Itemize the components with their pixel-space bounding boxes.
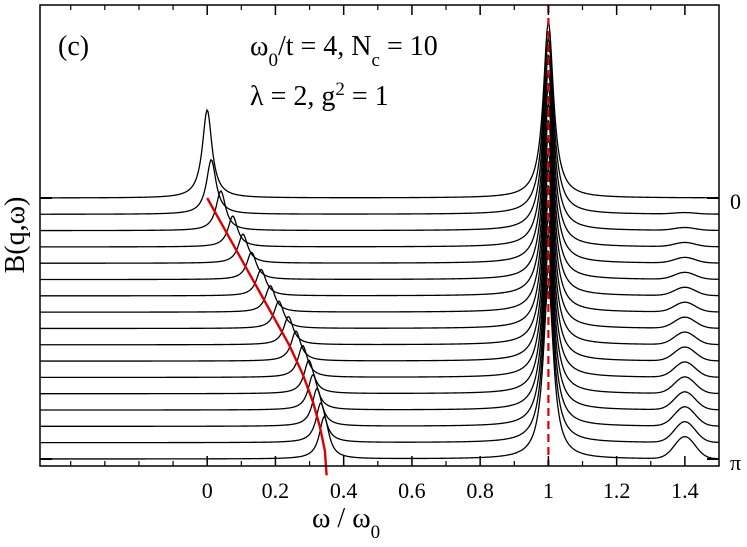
spectrum-curve bbox=[40, 200, 720, 379]
spectrum-curve bbox=[40, 266, 720, 444]
spectrum-curve bbox=[40, 233, 720, 411]
spectrum-curve bbox=[40, 86, 720, 264]
x-tick-label: 1.4 bbox=[671, 478, 699, 503]
spectrum-curve bbox=[40, 282, 720, 460]
spectrum-curve bbox=[39, 135, 720, 313]
panel-label: (c) bbox=[58, 31, 89, 62]
right-label-bottom: π bbox=[730, 450, 741, 475]
x-tick-label: 0 bbox=[202, 478, 213, 503]
spectrum-curve bbox=[40, 70, 720, 248]
x-tick-label: 0.8 bbox=[466, 478, 494, 503]
x-tick-label: 1 bbox=[543, 478, 554, 503]
dispersion-curve bbox=[206, 197, 328, 476]
x-tick-label: 0.2 bbox=[262, 478, 290, 503]
spectrum-curve bbox=[40, 249, 720, 427]
x-axis-label: ω / ω0 bbox=[312, 503, 380, 543]
x-tick-label: 0.6 bbox=[398, 478, 426, 503]
x-tick-label: 0.4 bbox=[330, 478, 358, 503]
x-tick-labels: 0 0.2 0.4 0.6 0.8 1 1.2 1.4 bbox=[202, 478, 699, 503]
right-label-top: 0 bbox=[730, 189, 741, 214]
parameter-annotation-1: ω0/t = 4, Nc = 10 bbox=[250, 31, 438, 71]
spectrum-curve bbox=[40, 184, 720, 362]
spectrum-curve bbox=[40, 102, 720, 281]
spectrum-curve bbox=[40, 53, 720, 232]
spectrum-curve bbox=[40, 21, 719, 199]
axis-ticks bbox=[40, 5, 719, 466]
spectrum-curve bbox=[40, 151, 720, 330]
parameter-annotation-2: λ = 2, g2 = 1 bbox=[250, 79, 389, 113]
spectra-curves bbox=[39, 21, 720, 460]
spectrum-curve bbox=[40, 37, 719, 215]
x-tick-label: 1.2 bbox=[603, 478, 631, 503]
spectrum-curve bbox=[40, 217, 720, 395]
spectrum-curve bbox=[40, 168, 720, 346]
plot-frame bbox=[39, 4, 720, 467]
y-axis-label: B(q,ω) bbox=[0, 197, 31, 274]
spectrum-curve bbox=[40, 119, 720, 297]
